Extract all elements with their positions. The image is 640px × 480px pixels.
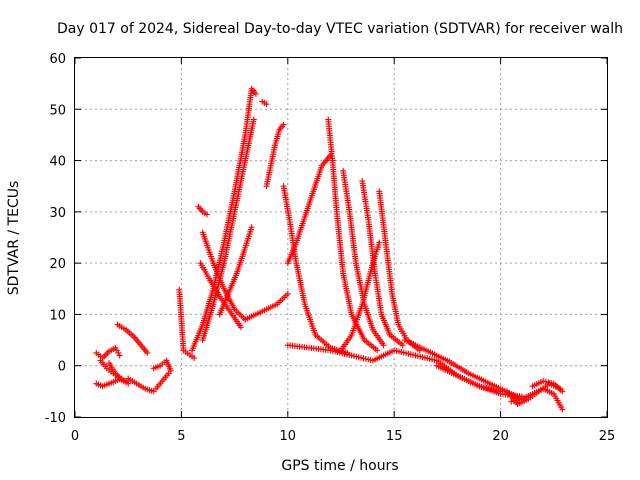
- data-point: [248, 224, 255, 231]
- data-point-interp: [542, 378, 549, 385]
- data-point-interp: [115, 349, 122, 356]
- series-cross-1: [199, 229, 249, 323]
- data-point: [280, 121, 287, 128]
- data-point: [165, 370, 172, 377]
- data-point: [250, 116, 257, 123]
- x-tick-label: 10: [280, 429, 297, 444]
- y-tick-label: 40: [49, 155, 66, 170]
- data-point: [263, 101, 270, 108]
- series-arc-5: [195, 203, 210, 218]
- data-point: [203, 211, 210, 218]
- series-arc-1-tail: [259, 98, 270, 108]
- data-point: [376, 239, 383, 246]
- plot-frame: [74, 57, 608, 418]
- data-point: [125, 380, 132, 387]
- x-axis-label: GPS time / hours: [281, 458, 398, 474]
- data-point: [116, 352, 123, 359]
- series-early-h: [152, 370, 172, 392]
- data-point: [559, 406, 566, 413]
- data-point: [540, 378, 547, 385]
- series-late-1: [401, 337, 525, 403]
- data-point-interp: [513, 397, 520, 404]
- data-points: [93, 85, 566, 413]
- y-tick-label: 60: [49, 52, 66, 67]
- series-late-5: [529, 378, 566, 395]
- data-point: [191, 355, 198, 362]
- y-tick-label: 20: [49, 257, 66, 272]
- x-tick-label: 20: [492, 429, 509, 444]
- series-decay-5: [376, 188, 423, 354]
- x-tick-label: 25: [599, 429, 616, 444]
- series-early-f: [125, 375, 157, 395]
- series-rise-2: [338, 239, 383, 354]
- data-point-interp: [516, 396, 523, 403]
- data-point-interp: [113, 347, 120, 354]
- series-decay-2: [325, 116, 381, 354]
- data-point: [399, 342, 406, 349]
- series-late-4: [508, 385, 566, 413]
- series-arc-4: [263, 121, 287, 190]
- data-point-interp: [545, 379, 552, 386]
- series-rise-1: [284, 152, 334, 267]
- y-tick-label: 30: [49, 206, 66, 221]
- series-early-e: [114, 321, 151, 356]
- chart-title: Day 017 of 2024, Sidereal Day-to-day VTE…: [57, 21, 623, 37]
- data-point: [252, 90, 259, 97]
- series-cross-3: [242, 290, 291, 323]
- axis-ticks: 0 5 10 15 20 25 -10 0 10 20 30 40 50 60: [45, 52, 616, 444]
- data-point: [144, 349, 151, 356]
- x-tick-label: 0: [71, 429, 79, 444]
- series-isolated: [176, 286, 198, 362]
- y-tick-label: 50: [49, 103, 66, 118]
- y-tick-label: -10: [45, 411, 66, 426]
- data-point: [237, 324, 244, 331]
- y-tick-label: 10: [49, 308, 66, 323]
- data-point-interp: [548, 380, 555, 387]
- x-tick-label: 5: [177, 429, 185, 444]
- series-early-a: [93, 344, 123, 362]
- series-early-g: [150, 357, 174, 374]
- data-point-interp: [510, 397, 517, 404]
- series-late-2: [433, 362, 525, 400]
- series-cross-2: [197, 260, 244, 331]
- x-tick-label: 15: [386, 429, 403, 444]
- y-axis-label: SDTVAR / TECUs: [6, 181, 22, 296]
- data-point: [559, 388, 566, 395]
- grid-lines: [75, 58, 607, 417]
- data-point: [508, 398, 515, 405]
- series-decay-4: [359, 178, 406, 349]
- data-point: [374, 347, 381, 354]
- y-tick-label: 0: [58, 360, 66, 375]
- data-point: [112, 344, 119, 351]
- series-arc-1: [189, 85, 259, 354]
- series-early-d: [106, 360, 132, 387]
- series-arc-2: [199, 116, 257, 344]
- data-point: [284, 290, 291, 297]
- data-point: [380, 342, 387, 349]
